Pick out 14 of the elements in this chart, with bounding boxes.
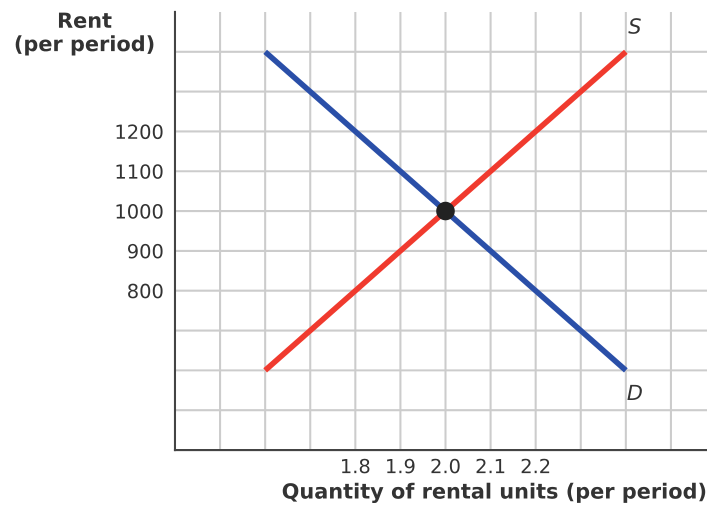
y-tick-label: 900: [128, 244, 163, 259]
x-tick-label: 1.9: [387, 458, 415, 474]
y-tick-label: 800: [128, 284, 163, 298]
y-axis-title: Rent (per period): [16, 12, 154, 56]
x-tick-label: 1.8: [342, 458, 370, 474]
x-axis-title: Quantity of rental units (per period): [282, 482, 706, 504]
y-tick-label: 1100: [116, 164, 163, 179]
series-label: S: [628, 18, 641, 34]
y-tick-label: 1200: [116, 124, 163, 140]
series-label: D: [627, 384, 642, 400]
x-tick-label: 2.1: [476, 458, 504, 474]
y-tick-label: 1000: [116, 204, 163, 219]
x-tick-label: 2.2: [522, 458, 550, 474]
x-tick-label: 2.0: [431, 458, 460, 474]
